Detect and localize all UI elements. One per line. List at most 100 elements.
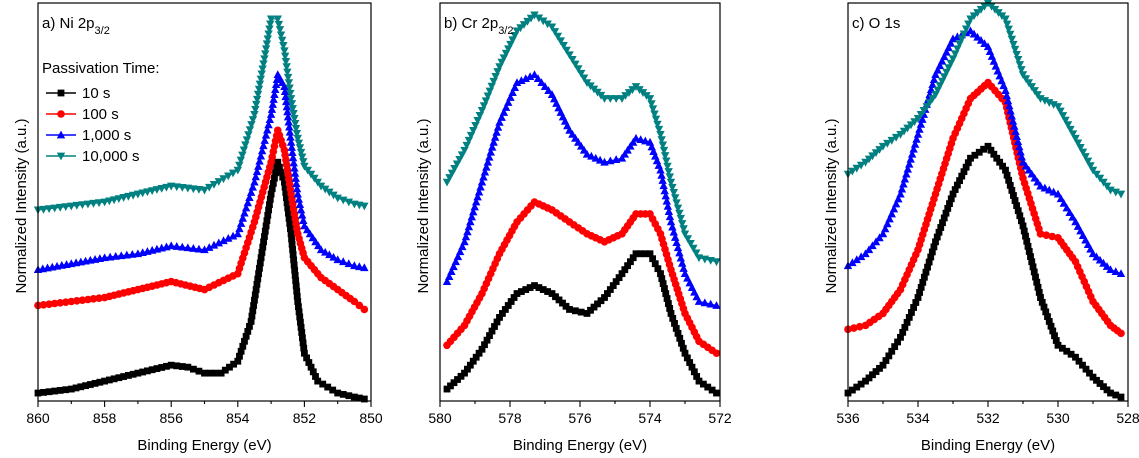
data-point [178, 242, 187, 251]
data-point [266, 201, 273, 209]
data-point [927, 253, 935, 261]
data-point [1099, 178, 1108, 187]
data-point [1025, 248, 1033, 255]
data-point [672, 199, 681, 208]
data-point [1063, 347, 1071, 355]
data-point [1002, 91, 1011, 100]
data-point [266, 20, 275, 29]
data-point [902, 169, 911, 178]
data-point [499, 310, 506, 317]
data-point [278, 36, 287, 45]
data-point [473, 192, 482, 201]
data-point [239, 146, 249, 155]
data-point [235, 161, 244, 170]
data-point [258, 249, 266, 256]
data-point [662, 157, 671, 166]
data-point [256, 259, 264, 267]
series-line [37, 159, 365, 400]
data-point [219, 175, 228, 184]
data-point [224, 172, 233, 181]
data-point [253, 90, 263, 99]
data-point [905, 314, 913, 321]
data-point [501, 306, 509, 313]
data-point [623, 145, 632, 154]
data-point [287, 143, 296, 151]
data-point [267, 190, 275, 198]
data-point [562, 302, 570, 310]
data-point [629, 254, 637, 262]
data-point [56, 299, 64, 307]
data-point [251, 105, 260, 114]
data-point [257, 254, 265, 262]
data-point [301, 349, 308, 357]
data-point [984, 142, 992, 150]
data-point [285, 209, 292, 217]
data-point [922, 268, 930, 276]
data-point [246, 188, 256, 196]
data-point [148, 366, 156, 374]
data-point [307, 363, 315, 371]
data-point [595, 155, 605, 164]
data-point [962, 163, 970, 171]
legend-item: 10,000 s [46, 148, 140, 165]
data-point [1056, 107, 1065, 116]
data-point [261, 227, 269, 235]
data-point [1040, 97, 1050, 105]
data-point [506, 93, 515, 101]
data-point [591, 153, 600, 162]
data-point [184, 363, 192, 371]
data-point [648, 105, 658, 114]
data-point [261, 130, 271, 139]
data-point [1042, 308, 1050, 316]
data-point [899, 328, 907, 336]
data-point [646, 250, 654, 258]
data-point [935, 228, 943, 236]
data-point [958, 172, 966, 180]
data-point [162, 183, 171, 192]
data-point [89, 199, 98, 208]
data-point [271, 80, 281, 88]
data-point [1007, 35, 1017, 44]
data-point [254, 85, 264, 94]
data-point [933, 65, 942, 74]
data-point [469, 357, 477, 365]
data-point [466, 361, 474, 369]
data-point [296, 205, 306, 214]
data-point [147, 187, 157, 196]
data-point [1089, 373, 1097, 381]
data-point [228, 169, 238, 178]
data-point [124, 372, 132, 379]
data-point [483, 336, 491, 344]
data-point [700, 298, 710, 307]
data-point [250, 302, 258, 309]
data-point [495, 118, 504, 126]
data-point [297, 318, 304, 326]
data-point [274, 20, 284, 29]
data-point [238, 213, 247, 222]
data-point [1058, 112, 1068, 120]
data-point [455, 247, 465, 256]
data-point [544, 86, 553, 94]
data-point [1002, 166, 1009, 174]
data-point [544, 288, 552, 295]
data-point [1001, 86, 1010, 94]
data-point [460, 237, 469, 246]
data-point [242, 136, 252, 145]
data-point [679, 225, 688, 234]
data-point [996, 158, 1004, 166]
data-point [673, 243, 683, 252]
data-point [857, 380, 865, 388]
data-point [657, 270, 664, 278]
data-point [110, 375, 118, 383]
data-point [627, 258, 634, 266]
data-point [474, 187, 484, 196]
data-point [290, 256, 298, 264]
data-point [321, 247, 330, 256]
data-point [303, 166, 312, 175]
data-point [645, 95, 655, 103]
data-point [535, 284, 543, 291]
data-point [172, 242, 181, 250]
data-point [683, 235, 692, 244]
data-point [333, 255, 342, 264]
data-point [662, 196, 671, 205]
